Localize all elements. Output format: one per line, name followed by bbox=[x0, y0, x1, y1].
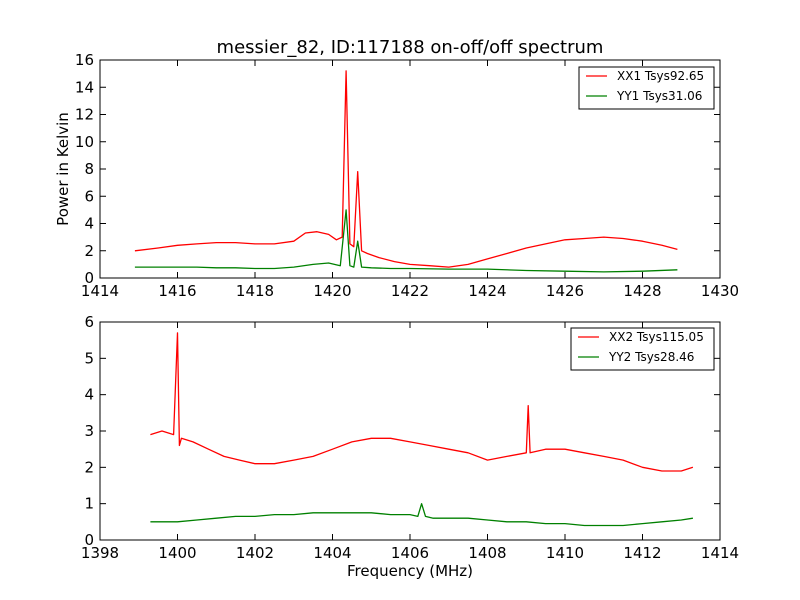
bottom-legend-label-yy2: YY2 Tsys28.46 bbox=[608, 350, 694, 364]
bottom-axis-ticks: 1398 1400 1402 1404 1406 1408 1410 1412 1414 0 1 2 3… bbox=[81, 313, 739, 562]
x-axis-label: Frequency (MHz) bbox=[347, 562, 473, 580]
top-y-tick-label: 12 bbox=[75, 106, 94, 124]
top-y-tick-label: 2 bbox=[84, 242, 94, 260]
bottom-legend: XX2 Tsys115.05 YY2 Tsys28.46 bbox=[570, 327, 715, 371]
top-y-tick-label: 6 bbox=[84, 187, 94, 205]
bottom-y-tick-label: 3 bbox=[84, 422, 94, 440]
top-y-tick-label: 14 bbox=[75, 78, 94, 96]
bottom-y-tick-label: 1 bbox=[84, 495, 94, 513]
bottom-x-tick-label: 1414 bbox=[701, 544, 739, 562]
top-y-tick-label: 4 bbox=[84, 215, 94, 233]
top-x-tick-label: 1418 bbox=[236, 282, 274, 300]
top-x-tick-label: 1430 bbox=[701, 282, 739, 300]
top-series-line-yy bbox=[134, 209, 678, 273]
bottom-x-tick-label: 1404 bbox=[313, 544, 351, 562]
bottom-legend-label-xx2: XX2 Tsys115.05 bbox=[609, 330, 704, 344]
top-x-tick-label: 1424 bbox=[468, 282, 506, 300]
top-x-tick-label: 1426 bbox=[546, 282, 584, 300]
bottom-x-tick-label: 1406 bbox=[391, 544, 429, 562]
top-panel: 1414 1416 1418 1420 1422 1424 1426 1428 14300246… bbox=[75, 51, 739, 300]
top-x-tick-label: 1420 bbox=[313, 282, 351, 300]
top-y-tick-label: 8 bbox=[84, 160, 94, 178]
top-legend-label-yy1: YY1 Tsys31.06 bbox=[616, 89, 702, 103]
bottom-y-tick-label: 2 bbox=[84, 458, 94, 476]
top-y-tick-label: 10 bbox=[75, 133, 94, 151]
bottom-legend-box bbox=[570, 327, 715, 371]
top-axis-ticks: 1414 1416 1418 1420 1422 1424 1426 1428 14300246… bbox=[75, 51, 739, 300]
bottom-series-line-xx bbox=[150, 332, 694, 472]
top-legend-box bbox=[578, 66, 715, 110]
bottom-x-tick-label: 1398 bbox=[81, 544, 119, 562]
top-y-tick-label: 0 bbox=[84, 269, 94, 287]
chart-title: messier_82, ID:117188 on-off/off spectru… bbox=[217, 37, 604, 58]
bottom-x-tick-label: 1410 bbox=[546, 544, 584, 562]
y-axis-label: Power in Kelvin bbox=[54, 112, 72, 226]
top-x-tick-label: 1414 bbox=[81, 282, 119, 300]
top-legend-label-xx1: XX1 Tsys92.65 bbox=[617, 69, 704, 83]
bottom-series-line-yy bbox=[150, 503, 693, 527]
top-legend: XX1 Tsys92.65 YY1 Tsys31.06 bbox=[578, 66, 715, 110]
bottom-panel: 1398 1400 1402 1404 1406 1408 1410 1412 1414 0 1 2 3… bbox=[81, 313, 739, 562]
top-y-tick-label: 16 bbox=[75, 51, 94, 69]
top-x-tick-label: 1428 bbox=[623, 282, 661, 300]
bottom-y-tick-label: 6 bbox=[84, 313, 94, 331]
bottom-y-tick-label: 5 bbox=[84, 349, 94, 367]
bottom-x-tick-label: 1400 bbox=[158, 544, 196, 562]
bottom-x-tick-label: 1412 bbox=[623, 544, 661, 562]
bottom-x-tick-label: 1402 bbox=[236, 544, 274, 562]
bottom-x-tick-label: 1408 bbox=[468, 544, 506, 562]
bottom-y-tick-label: 0 bbox=[84, 531, 94, 549]
top-x-tick-label: 1416 bbox=[158, 282, 196, 300]
bottom-series-lines bbox=[150, 332, 694, 527]
top-series-line-xx bbox=[134, 70, 678, 268]
top-x-tick-label: 1422 bbox=[391, 282, 429, 300]
top-series-lines bbox=[134, 70, 678, 273]
bottom-y-tick-label: 4 bbox=[84, 386, 94, 404]
